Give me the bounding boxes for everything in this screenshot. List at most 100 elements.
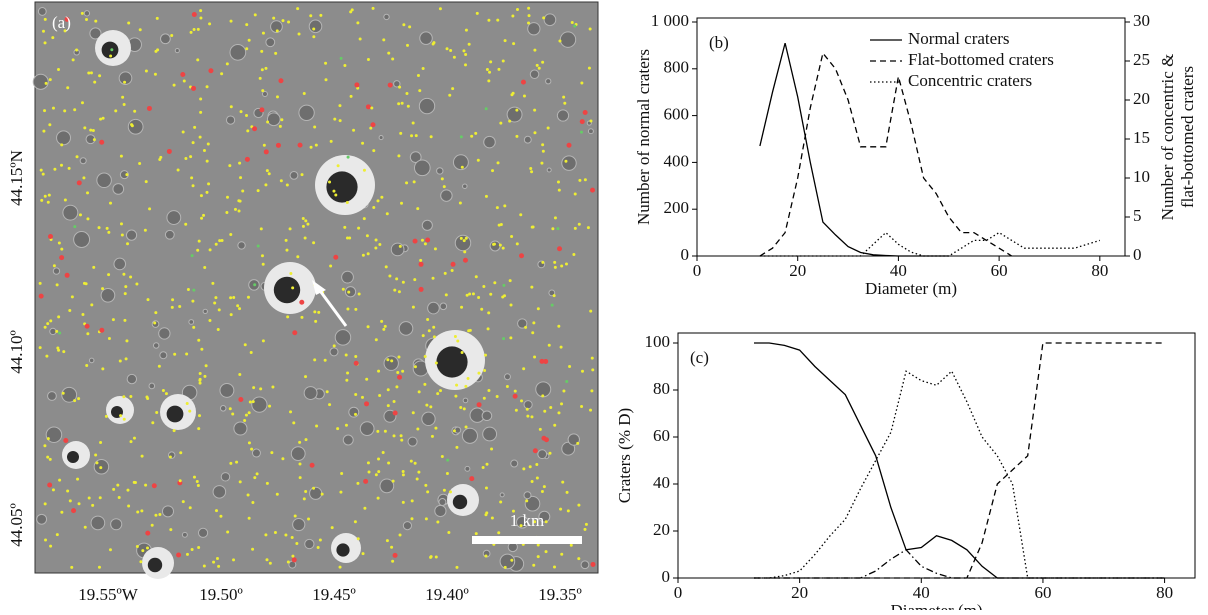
map-crater-marker [135,544,139,548]
map-crater-marker [262,143,266,147]
map-crater [251,396,268,413]
map-crater-marker [261,89,265,93]
map-crater-marker [455,383,459,387]
map-crater-marker [296,255,300,259]
map-crater-marker [357,226,361,230]
map-crater [67,451,79,463]
map-crater-marker [46,200,50,204]
map-crater-marker [332,344,336,348]
map-crater-marker [251,547,255,551]
map-crater-marker [587,66,591,70]
map-crater-marker [329,139,333,143]
map-crater-marker [580,369,584,373]
map-crater-marker [202,564,206,568]
map-label: (a) [52,13,71,32]
map-crater-marker [86,217,90,221]
map-crater [434,504,447,518]
map-crater-marker [199,194,203,198]
map-crater-marker [185,401,189,405]
map-crater-marker [98,496,102,500]
map-crater [506,106,523,123]
map-crater-marker [528,465,532,469]
map-crater-marker [317,310,321,314]
map-crater-marker [400,201,404,205]
map-crater-marker [313,358,317,362]
map-crater-marker [265,481,269,485]
map-crater-marker [208,319,212,323]
map-crater-marker [447,530,451,534]
x-tick-label: 60 [1034,583,1051,602]
map-crater-marker [319,13,323,17]
map-crater-marker [291,554,295,558]
map-crater-marker [318,538,322,542]
map-crater-marker [164,392,168,396]
map-crater-marker [271,385,275,389]
map-crater-marker [104,414,108,418]
map-crater [461,427,478,444]
map-crater-marker [43,325,47,329]
map-crater-marker [531,331,535,335]
map-crater-marker [250,447,254,451]
map-arrow [316,287,348,327]
map-crater [79,157,87,165]
map-crater-marker [338,104,342,108]
map-crater-marker [427,329,431,333]
map-crater-marker [509,336,513,340]
map-crater-marker [198,135,202,139]
map-crater-marker [460,165,464,169]
map-crater-marker [491,169,495,173]
map-crater-marker [530,170,534,174]
map-crater-marker [477,296,481,300]
map-crater [219,405,227,412]
map-crater-marker [168,455,172,459]
map-crater-marker [416,74,420,78]
map-crater-marker [505,384,509,388]
map-crater-marker [146,298,150,302]
map-crater-marker [377,457,381,461]
map-crater-marker [279,179,283,183]
map-crater-marker [55,533,59,537]
map-crater-marker [68,308,72,312]
map-crater-marker [265,169,269,173]
map-crater-marker [515,8,519,12]
map-crater-marker [540,161,544,165]
map-crater-marker [366,325,370,329]
map-crater-marker [386,388,390,392]
map-crater-marker [320,492,324,496]
map-crater [342,434,354,446]
map-crater-marker [363,478,369,484]
map-crater-marker [111,318,115,322]
map-crater [159,351,168,360]
map-crater-marker [358,37,362,41]
plot-frame [677,332,1196,579]
map-crater-marker [297,142,303,148]
map-crater-marker [86,332,90,336]
map-crater [452,494,468,510]
map-crater-marker [62,350,66,354]
map-crater-marker [91,128,95,132]
map-crater [418,97,436,115]
map-crater-marker [429,555,433,559]
map-crater-marker [314,143,318,147]
map-crater-marker [405,91,409,95]
map-crater-marker [55,283,59,287]
map-crater-marker [264,183,268,187]
y-tick-label: 80 [653,379,670,398]
map-crater-marker [260,49,264,53]
map-crater [37,7,47,16]
map-crater-marker [211,281,215,285]
map-crater-marker [304,375,308,379]
map-crater-marker [264,533,268,537]
map-crater-marker [476,158,480,162]
map-crater-marker [541,394,545,398]
map-crater-marker [540,490,544,494]
map-crater-marker [361,141,365,145]
map-crater-marker [68,499,72,503]
map-crater-marker [564,262,568,266]
map-crater-marker [416,207,420,211]
map-crater-marker [522,467,526,471]
map-crater-marker [93,80,97,84]
map-crater-marker [533,520,537,524]
map-crater-marker [400,438,404,442]
map-crater-marker [412,180,416,184]
